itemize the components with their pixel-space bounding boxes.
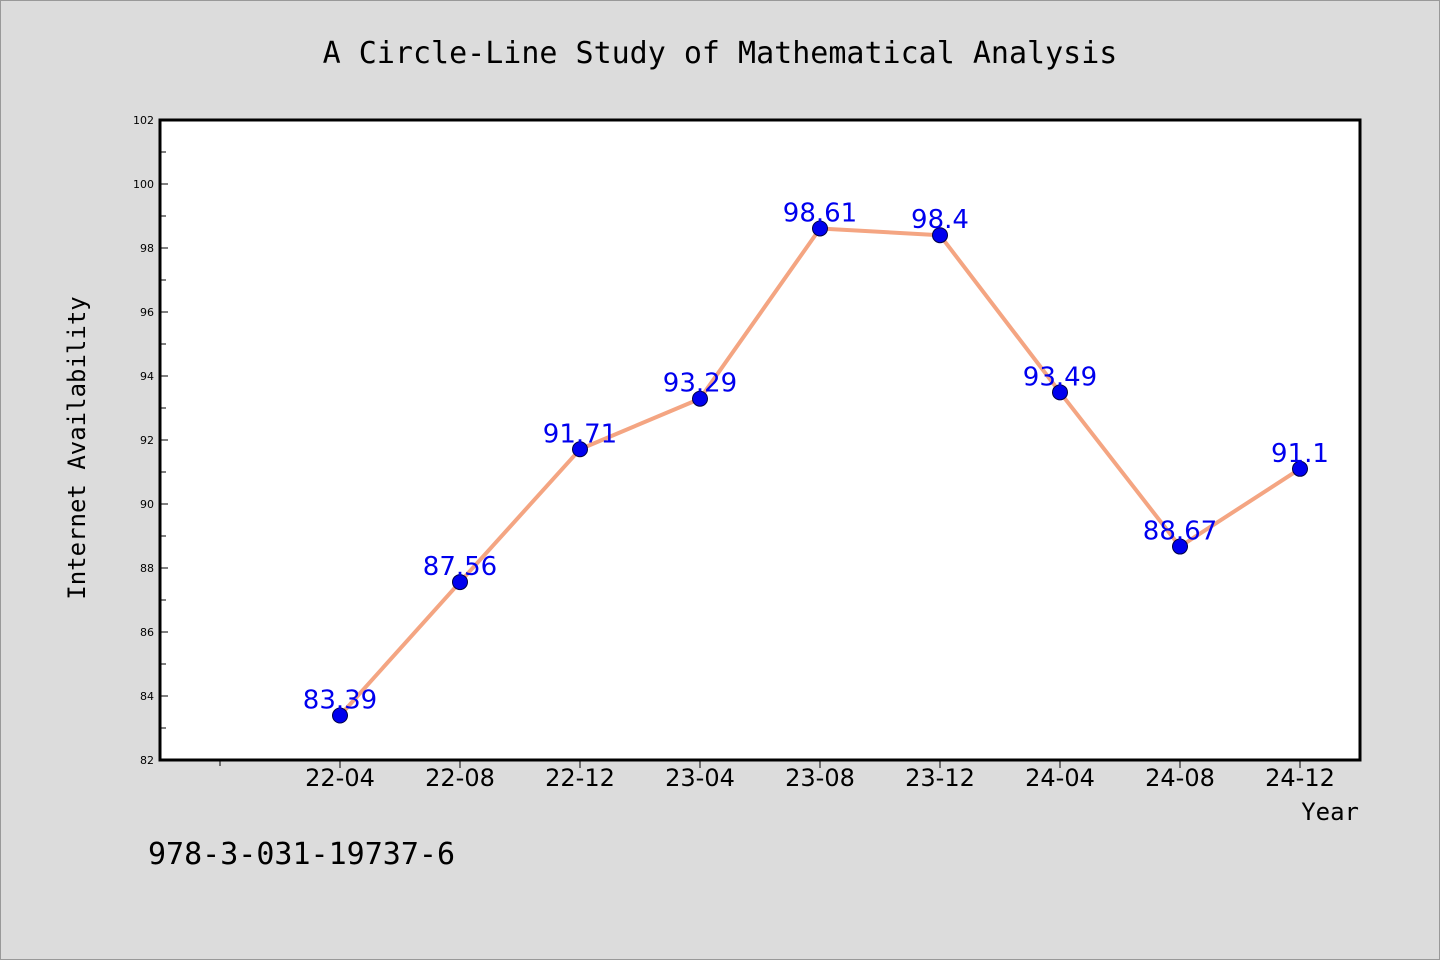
- footer-isbn: 978-3-031-19737-6: [148, 837, 455, 872]
- y-axis-label: Internet Availability: [63, 296, 91, 599]
- data-label: 91.1: [1271, 439, 1329, 469]
- data-point: [1292, 460, 1308, 477]
- x-tick-label: 22-08: [425, 764, 495, 792]
- y-tick-label: 88: [140, 562, 154, 575]
- data-point: [692, 390, 708, 407]
- data-label: 87.56: [423, 552, 497, 582]
- y-tick-label: 82: [140, 754, 154, 767]
- data-point: [1172, 538, 1188, 555]
- data-point: [332, 707, 348, 724]
- data-point: [1052, 384, 1068, 401]
- data-labels: 83.39 87.56 91.71 93.29 98.61 98.4 93.49 88.67 9…: [303, 198, 1329, 715]
- series-1: [332, 220, 1308, 724]
- x-axis-label: Year: [1301, 798, 1359, 826]
- data-point: [452, 574, 468, 591]
- data-label: 88.67: [1143, 517, 1217, 547]
- x-tick-label: 23-08: [785, 764, 855, 792]
- y-tick-label: 86: [140, 626, 154, 639]
- data-label: 93.29: [663, 369, 737, 399]
- x-tick-label: 23-12: [905, 764, 975, 792]
- y-tick-label: 102: [133, 114, 154, 127]
- data-label: 93.49: [1023, 362, 1097, 392]
- y-tick-label: 90: [140, 498, 154, 511]
- x-axis: 22-04 22-08 22-12 23-04 23-08 23-12 24-04 24-08…: [219, 760, 1335, 792]
- y-tick-label: 98: [140, 242, 154, 255]
- x-tick-label: 22-12: [545, 764, 615, 792]
- y-tick-label: 94: [140, 370, 154, 383]
- x-tick-label: 23-04: [665, 764, 735, 792]
- plot-area: [158, 118, 1362, 762]
- y-tick-label: 84: [140, 690, 154, 703]
- data-point: [812, 220, 828, 237]
- data-label: 83.39: [303, 686, 377, 716]
- y-tick-label: 92: [140, 434, 154, 447]
- y-tick-label: 100: [133, 178, 154, 191]
- x-tick-label: 24-08: [1145, 764, 1215, 792]
- y-axis: 82 84 86 88 90 92 94 96 98 100 102: [133, 114, 168, 767]
- data-label: 98.61: [783, 198, 857, 228]
- data-point: [572, 441, 588, 458]
- data-point: [932, 227, 948, 244]
- x-tick-label: 24-12: [1265, 764, 1335, 792]
- y-tick-label: 96: [140, 306, 154, 319]
- data-label: 98.4: [911, 205, 969, 235]
- chart-title: A Circle-Line Study of Mathematical Anal…: [323, 36, 1118, 71]
- x-tick-label: 22-04: [305, 764, 375, 792]
- data-label: 91.71: [543, 419, 617, 449]
- x-tick-label: 24-04: [1025, 764, 1095, 792]
